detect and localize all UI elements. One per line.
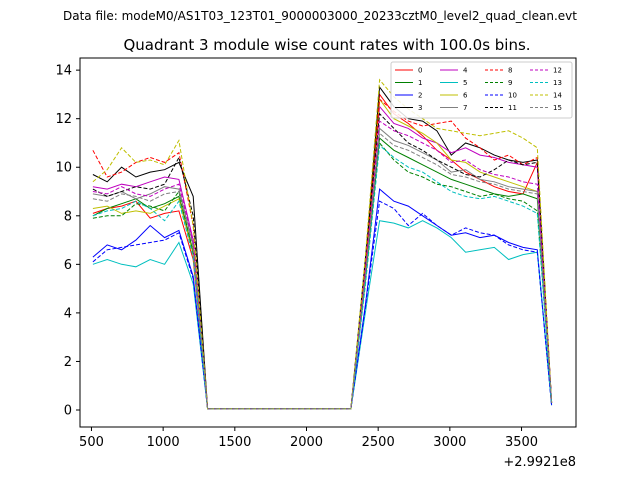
legend-label-7: 7 [463, 104, 467, 112]
x-tick-label: 1500 [218, 435, 251, 450]
legend-label-12: 12 [553, 67, 562, 75]
legend-label-1: 1 [418, 79, 422, 87]
x-tick-label: 2000 [290, 435, 323, 450]
legend-box [390, 61, 573, 119]
x-axis: 500 1000 1500 2000 2500 3000 3500 [79, 427, 538, 450]
legend-label-13: 13 [553, 79, 562, 87]
legend-label-4: 4 [463, 67, 468, 75]
legend-label-14: 14 [553, 92, 562, 100]
axes-frame [79, 57, 577, 428]
y-tick-label: 14 [55, 64, 72, 79]
legend-label-6: 6 [463, 92, 468, 100]
y-tick-label: 2 [64, 355, 72, 370]
legend-label-9: 9 [508, 79, 512, 87]
x-offset-label: +2.9921e8 [503, 455, 576, 470]
series-line-13 [92, 144, 553, 410]
legend-label-2: 2 [418, 92, 422, 100]
legend-label-15: 15 [553, 104, 562, 112]
legend-label-3: 3 [418, 104, 422, 112]
plot-area [92, 78, 553, 410]
series-line-15 [92, 132, 553, 410]
series-line-14 [92, 78, 553, 410]
legend-label-5: 5 [463, 79, 467, 87]
y-tick-label: 4 [64, 306, 72, 321]
y-tick-label: 6 [64, 258, 72, 273]
legend-label-8: 8 [508, 67, 512, 75]
y-tick-label: 8 [64, 209, 72, 224]
x-tick-label: 2500 [362, 435, 395, 450]
legend-label-10: 10 [508, 92, 517, 100]
y-tick-label: 0 [64, 404, 72, 419]
legend-label-0: 0 [418, 67, 422, 75]
x-tick-label: 3000 [433, 435, 466, 450]
legend-label-11: 11 [508, 104, 517, 112]
x-tick-label: 1000 [147, 435, 180, 450]
y-tick-label: 10 [55, 161, 72, 176]
x-tick-label: 3500 [505, 435, 538, 450]
y-tick-label: 12 [55, 112, 72, 127]
chart-suptitle: Data file: modeM0/AS1T03_123T01_90000030… [63, 9, 577, 23]
chart-title: Quadrant 3 module wise count rates with … [123, 36, 530, 54]
y-axis: 0 2 4 6 8 10 12 14 [55, 64, 80, 419]
x-tick-label: 500 [79, 435, 104, 450]
